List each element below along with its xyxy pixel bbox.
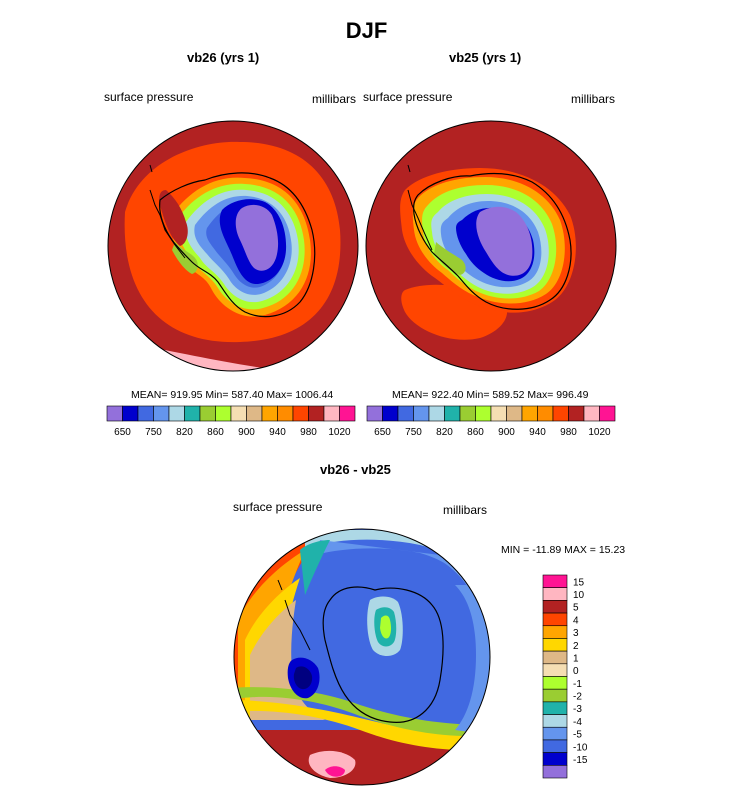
right-colorbar-swatch <box>583 405 600 422</box>
left-colorbar-tick-label: 1020 <box>328 427 351 438</box>
left-panel-variable: surface pressure <box>104 90 194 104</box>
right-colorbar-tick-label: 940 <box>529 427 546 438</box>
left-colorbar-swatch <box>215 405 232 422</box>
right-colorbar-swatch <box>413 405 430 422</box>
diff-colorbar-swatch <box>542 714 568 728</box>
left-colorbar-swatch <box>168 405 185 422</box>
diff-panel-units: millibars <box>443 503 488 517</box>
left-colorbar-swatch <box>153 405 170 422</box>
diff-colorbar-swatch <box>542 739 568 753</box>
diff-colorbar-swatch <box>542 701 568 715</box>
left-colorbar-swatch <box>277 405 294 422</box>
right-colorbar-swatch <box>552 405 569 422</box>
diff-colorbar-swatch <box>542 574 568 588</box>
diff-colorbar-tick-label: -3 <box>573 704 582 715</box>
diff-colorbar-tick-label: 10 <box>573 590 585 601</box>
diff-colorbar-swatch <box>542 625 568 639</box>
diff-colorbar-tick-label: -15 <box>573 755 588 766</box>
left-colorbar-swatch <box>199 405 216 422</box>
diff-colorbar-tick-label: 0 <box>573 666 579 677</box>
right-colorbar-swatch <box>521 405 538 422</box>
diff-colorbar-tick-label: 4 <box>573 615 579 626</box>
right-polar-map <box>365 120 617 372</box>
diff-panel-stats: MIN = -11.89 MAX = 15.23 <box>501 544 626 556</box>
right-colorbar-tick-label: 860 <box>467 427 484 438</box>
right-colorbar-swatch <box>366 405 383 422</box>
right-colorbar-swatch <box>490 405 507 422</box>
right-colorbar-swatch <box>444 405 461 422</box>
diff-panel-variable: surface pressure <box>233 500 323 514</box>
left-colorbar-swatch <box>308 405 325 422</box>
left-colorbar-swatch <box>339 405 356 422</box>
left-colorbar-swatch <box>246 405 263 422</box>
right-colorbar-swatch <box>568 405 585 422</box>
right-colorbar-swatch <box>599 405 616 422</box>
right-colorbar-swatch <box>397 405 414 422</box>
main-title: DJF <box>345 18 388 43</box>
diff-colorbar-swatch <box>542 638 568 652</box>
left-panel-stats: MEAN= 919.95 Min= 587.40 Max= 1006.44 <box>131 389 334 401</box>
diff-colorbar-tick-label: -5 <box>573 730 582 741</box>
diff-polar-map <box>233 528 491 786</box>
left-colorbar-tick-label: 750 <box>145 427 162 438</box>
right-colorbar-tick-label: 750 <box>405 427 422 438</box>
right-colorbar-swatch <box>428 405 445 422</box>
diff-colorbar-swatch <box>542 726 568 741</box>
left-polar-map <box>107 120 359 372</box>
right-colorbar: 650 750 820 860 900 940 980 1020 <box>366 405 616 438</box>
diff-colorbar-tick-label: 5 <box>573 603 579 614</box>
diff-colorbar-swatch <box>542 765 568 779</box>
right-colorbar-tick-label: 820 <box>436 427 453 438</box>
left-colorbar-swatch <box>137 405 154 422</box>
right-colorbar-tick-label: 1020 <box>588 427 611 438</box>
left-colorbar-tick-label: 980 <box>300 427 317 438</box>
diff-colorbar-tick-label: 3 <box>573 628 579 639</box>
right-colorbar-tick-label: 900 <box>498 427 515 438</box>
left-colorbar-swatch <box>230 405 247 422</box>
right-colorbar-swatch <box>382 405 399 422</box>
right-panel-variable: surface pressure <box>363 90 453 104</box>
diff-colorbar-swatch <box>542 600 568 614</box>
right-colorbar-swatch <box>506 405 523 422</box>
diff-colorbar-swatch <box>542 688 568 703</box>
diff-colorbar-tick-label: -4 <box>573 717 582 728</box>
diff-colorbar-tick-label: -1 <box>573 679 582 690</box>
diff-colorbar-swatch <box>542 612 568 627</box>
left-colorbar-swatch <box>184 405 201 422</box>
left-colorbar-swatch <box>323 405 340 422</box>
left-colorbar-swatch <box>261 405 278 422</box>
right-panel-units: millibars <box>571 92 616 106</box>
left-colorbar-tick-label: 650 <box>114 427 131 438</box>
diff-colorbar-tick-label: 1 <box>573 653 579 664</box>
left-colorbar-tick-label: 900 <box>238 427 255 438</box>
left-colorbar-tick-label: 940 <box>269 427 286 438</box>
diff-colorbar-swatch <box>542 650 568 665</box>
diff-colorbar-swatch <box>542 752 568 766</box>
right-colorbar-swatch <box>537 405 554 422</box>
diff-colorbar-tick-label: 2 <box>573 641 579 652</box>
diff-colorbar-tick-label: -10 <box>573 742 588 753</box>
right-colorbar-swatch <box>459 405 476 422</box>
diff-colorbar-tick-label: -2 <box>573 692 582 703</box>
diff-colorbar-swatch <box>542 587 568 601</box>
right-colorbar-swatch <box>475 405 492 422</box>
diff-panel-title: vb26 - vb25 <box>320 462 391 477</box>
right-panel-stats: MEAN= 922.40 Min= 589.52 Max= 996.49 <box>392 389 589 401</box>
right-colorbar-tick-label: 650 <box>374 427 391 438</box>
right-colorbar-tick-label: 980 <box>560 427 577 438</box>
left-colorbar-swatch <box>122 405 139 422</box>
right-panel-title: vb25 (yrs 1) <box>449 50 522 65</box>
diff-colorbar-swatch <box>542 663 568 677</box>
left-colorbar-swatch <box>106 405 123 422</box>
left-colorbar: 650 750 820 860 900 940 980 1020 <box>106 405 356 438</box>
diff-colorbar-swatch <box>542 676 568 690</box>
diff-colorbar-tick-label: 15 <box>573 577 585 588</box>
left-colorbar-tick-label: 860 <box>207 427 224 438</box>
left-panel-title: vb26 (yrs 1) <box>187 50 260 65</box>
left-colorbar-tick-label: 820 <box>176 427 193 438</box>
left-panel-units: millibars <box>312 92 357 106</box>
left-colorbar-swatch <box>292 405 309 422</box>
